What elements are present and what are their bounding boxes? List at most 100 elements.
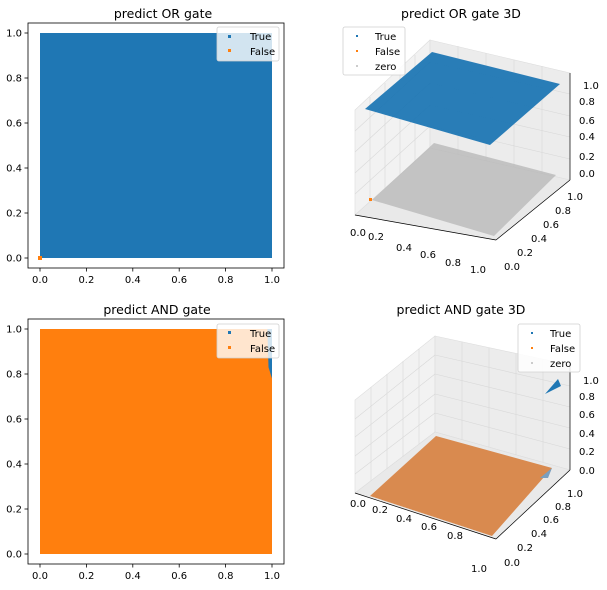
axes-frame (27, 22, 285, 269)
zero-plane-edge (540, 468, 552, 478)
x-axis-ticks: 0.0 0.2 0.4 0.6 0.8 1.0 (32, 564, 280, 582)
grid-lines (354, 342, 571, 481)
legend-marker (531, 332, 533, 334)
x-tick-label: 0.0 (350, 228, 366, 239)
x-tick-label: 0.4 (396, 243, 412, 254)
x-tick-label: 0.0 (350, 499, 366, 510)
panel-and-3d: predict AND gate 3D 0.0 0.2 0.4 0.6 0.8 (350, 302, 599, 575)
legend-marker (356, 50, 358, 52)
y-tick-label: 0.4 (531, 529, 547, 540)
chart-title: predict OR gate 3D (401, 6, 521, 21)
y-tick-label: 0.2 (517, 248, 533, 259)
y-tick-label: 0.4 (531, 234, 547, 245)
y-tick-label: 1.0 (6, 325, 22, 336)
y-tick-label: 0.4 (6, 164, 22, 175)
z-tick-label: 0.8 (579, 392, 595, 403)
legend-label: True (549, 329, 571, 340)
x-tick-label: 0.8 (447, 531, 463, 542)
x-tick-label: 0.6 (421, 522, 437, 533)
legend: True False (216, 26, 280, 62)
x-tick-label: 1.0 (471, 564, 487, 575)
false-point (369, 198, 372, 201)
y-tick-label: 0.8 (555, 206, 571, 217)
legend-marker (228, 35, 231, 38)
x-tick-label: 1.0 (264, 571, 280, 582)
z-tick-label: 0.4 (579, 429, 595, 440)
x-axis-line (354, 214, 497, 241)
zero-plane-surface (372, 143, 556, 236)
legend-marker (531, 347, 533, 349)
x-tick-label: 0.4 (125, 571, 141, 582)
y-tick-label: 0.0 (504, 262, 520, 273)
x-tick-label: 0.4 (396, 514, 412, 525)
x-tick-label: 0.2 (78, 571, 94, 582)
y-tick-label: 0.6 (6, 119, 22, 130)
legend-marker (228, 331, 231, 334)
y-tick-label: 0.0 (504, 558, 520, 569)
z-tick-label: 0.0 (579, 466, 595, 477)
x-tick-label: 0.8 (218, 571, 234, 582)
x-tick-label: 0.0 (32, 275, 48, 286)
false-plane-surface (370, 436, 552, 536)
x-axis-ticks: 0.0 0.2 0.4 0.6 0.8 1.0 (350, 228, 486, 276)
legend-label: True (374, 32, 396, 43)
legend-label: True (249, 32, 271, 43)
z-axis-ticks: 0.0 0.2 0.4 0.6 0.8 1.0 (579, 81, 599, 180)
y-tick-label: 1.0 (567, 489, 583, 500)
y-tick-label: 0.0 (6, 254, 22, 265)
legend-marker (531, 362, 533, 364)
x-tick-label: 0.2 (368, 232, 384, 243)
z-tick-label: 1.0 (583, 81, 599, 92)
x-tick-label: 0.6 (171, 275, 187, 286)
z-axis-ticks: 0.0 0.2 0.4 0.6 0.8 1.0 (579, 376, 599, 477)
x-tick-label: 0.0 (32, 571, 48, 582)
z-tick-label: 0.2 (579, 447, 595, 458)
x-tick-label: 1.0 (470, 265, 486, 276)
chart-title: predict AND gate (103, 302, 211, 317)
y-axis-line (495, 469, 571, 540)
legend-marker (228, 49, 231, 52)
panel-or-3d: predict OR gate 3D 0.0 0.2 0.4 (342, 6, 599, 276)
x-axis-ticks: 0.0 0.2 0.4 0.6 0.8 1.0 (350, 499, 487, 575)
data-point-false (38, 256, 42, 260)
y-axis-ticks: 0.0 0.2 0.4 0.6 0.8 1.0 (6, 325, 28, 561)
panel-and-2d: predict AND gate 0.0 0.2 0.4 0.6 0.8 1.0 0.00… (6, 302, 285, 582)
x-tick-label: 1.0 (264, 275, 280, 286)
x-tick-label: 0.6 (171, 571, 187, 582)
z-tick-label: 0.6 (579, 116, 595, 127)
chart-title: predict OR gate (114, 6, 213, 21)
x-tick-label: 0.2 (78, 275, 94, 286)
y-axis-ticks: 0.0 0.2 0.4 0.6 0.8 1.0 (504, 192, 583, 273)
y-tick-label: 1.0 (567, 192, 583, 203)
chart-title: predict AND gate 3D (397, 302, 526, 317)
legend-box (216, 26, 280, 62)
y-tick-label: 0.4 (6, 460, 22, 471)
y-tick-label: 0.0 (6, 550, 22, 561)
x-tick-label: 0.8 (218, 275, 234, 286)
axes-frame (27, 318, 285, 565)
legend-label: False (250, 47, 275, 58)
legend-box (342, 26, 406, 76)
x-tick-label: 0.4 (125, 275, 141, 286)
y-tick-label: 0.6 (543, 220, 559, 231)
y-tick-label: 0.6 (6, 415, 22, 426)
x-tick-label: 0.2 (372, 505, 388, 516)
legend-marker (356, 35, 358, 37)
y-axis-ticks: 0.0 0.2 0.4 0.6 0.8 1.0 (504, 489, 583, 569)
legend-marker (356, 65, 358, 67)
x-axis-ticks: 0.0 0.2 0.4 0.6 0.8 1.0 (32, 268, 280, 286)
legend-box (517, 323, 581, 373)
z-tick-label: 1.0 (583, 376, 599, 387)
true-point-cluster (545, 379, 561, 394)
legend-label: False (250, 344, 275, 355)
legend: True False zero (517, 323, 581, 373)
legend-label: zero (550, 359, 571, 370)
legend-label: False (550, 344, 575, 355)
true-plane-surface (365, 52, 560, 145)
legend-marker (228, 346, 231, 349)
legend-label: zero (375, 62, 396, 73)
plot-area-data (40, 329, 272, 554)
series-region-true (40, 33, 272, 258)
legend: True False zero (342, 26, 406, 76)
